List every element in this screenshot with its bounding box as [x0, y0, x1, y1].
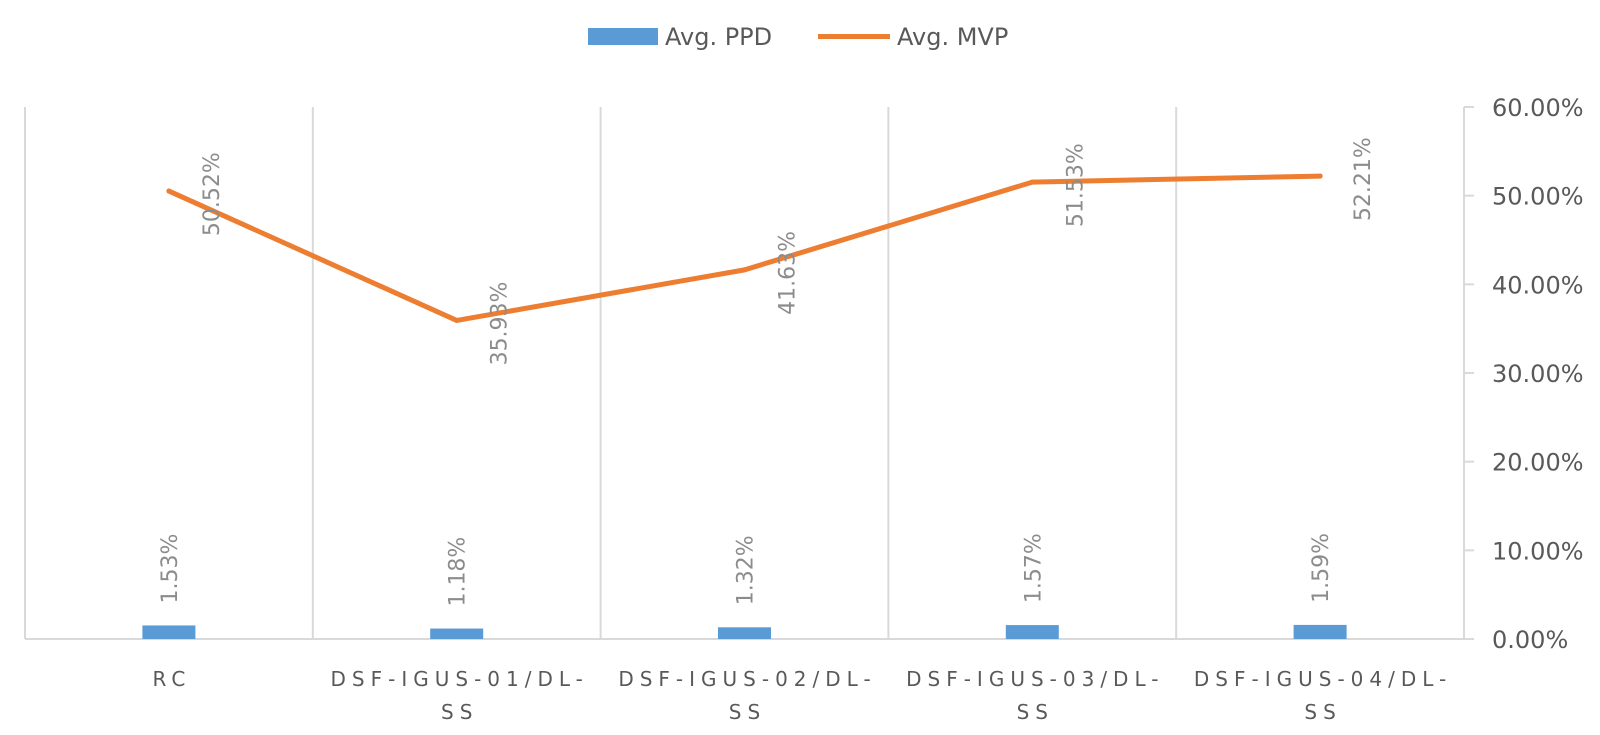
- data-label-avg-ppd: 1.57%: [1021, 533, 1046, 603]
- y-tick-label: 60.00%: [1492, 94, 1584, 122]
- y-tick-label: 0.00%: [1492, 626, 1568, 654]
- bar-avg-ppd: [1005, 625, 1059, 639]
- category-label: SS: [1304, 700, 1341, 724]
- legend-swatch-avg-ppd: [588, 28, 658, 45]
- data-label-avg-mvp: 51.53%: [1063, 143, 1088, 227]
- y-tick-label: 50.00%: [1492, 183, 1584, 211]
- data-label-avg-mvp: 52.21%: [1351, 137, 1376, 221]
- data-label-avg-mvp: 41.63%: [776, 231, 801, 315]
- bar-avg-ppd: [142, 625, 196, 639]
- bar-avg-ppd: [718, 627, 771, 639]
- point-avg-mvp: [1317, 173, 1323, 179]
- y-tick-label: 10.00%: [1492, 537, 1584, 565]
- y-tick-label: 30.00%: [1492, 360, 1584, 388]
- x-axis-category-labels: RC DSF-IGUS-01/DL- SS DSF-IGUS-02/DL- SS DSF-…: [152, 667, 1452, 724]
- point-avg-mvp: [166, 188, 172, 194]
- category-label: DSF-IGUS-02/DL-: [618, 667, 876, 691]
- category-label: DSF-IGUS-01/DL-: [331, 667, 589, 691]
- data-label-avg-ppd: 1.18%: [446, 537, 471, 607]
- data-label-avg-ppd: 1.53%: [158, 534, 183, 604]
- y-axis-tick-labels: 0.00% 10.00% 20.00% 30.00% 40.00% 50.00% 60.00…: [1492, 94, 1584, 654]
- category-label: DSF-IGUS-03/DL-: [906, 667, 1164, 691]
- legend-label-avg-mvp: Avg. MVP: [897, 23, 1008, 51]
- data-label-avg-mvp: 50.52%: [200, 152, 225, 236]
- data-label-avg-ppd: 1.59%: [1309, 533, 1334, 603]
- category-label: SS: [441, 700, 478, 724]
- category-label: DSF-IGUS-04/DL-: [1194, 667, 1452, 691]
- category-label: RC: [152, 667, 191, 691]
- legend-label-avg-ppd: Avg. PPD: [665, 23, 772, 51]
- point-avg-mvp: [1029, 179, 1035, 185]
- data-label-avg-mvp: 35.93%: [488, 282, 513, 366]
- chart-legend: Avg. PPD Avg. MVP: [588, 23, 1008, 51]
- bar-avg-ppd: [430, 628, 484, 639]
- bar-avg-ppd: [1293, 624, 1347, 639]
- bar-series-avg-ppd: [142, 624, 1347, 639]
- y-tick-label: 20.00%: [1492, 449, 1584, 477]
- category-label: SS: [729, 700, 766, 724]
- point-avg-mvp: [454, 317, 460, 323]
- y-tick-label: 40.00%: [1492, 271, 1584, 299]
- line-avg-mvp: [166, 173, 1323, 323]
- data-labels: 1.53% 1.18% 1.32% 1.57% 1.59% 50.52% 35.93% 41.…: [158, 137, 1376, 606]
- data-label-avg-ppd: 1.32%: [734, 535, 759, 605]
- category-label: SS: [1017, 700, 1054, 724]
- point-avg-mvp: [742, 267, 747, 273]
- line-series-avg-mvp: [166, 173, 1323, 323]
